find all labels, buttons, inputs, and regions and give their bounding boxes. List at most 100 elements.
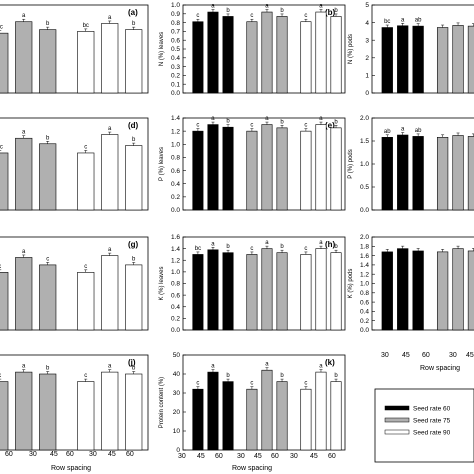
panel-e-p-leaves: 0.0 0.2 0.4 0.6 0.8 1.0 1.2 1.4 P (%) leaves (e) c…: [159, 115, 346, 214]
bar: [15, 371, 33, 451]
panel-g: (g) c a c c a b: [0, 236, 149, 331]
bar: [261, 369, 273, 451]
y-tick-label: 1.2: [360, 271, 369, 278]
y-tick-label: 0.4: [360, 309, 369, 316]
bar: [222, 381, 234, 451]
x-tick-label: 30: [89, 451, 97, 458]
legend-box: [374, 388, 474, 463]
significance-letter: b: [46, 135, 50, 141]
x-tick-label: 45: [466, 352, 474, 359]
bar: [77, 152, 95, 211]
legend: Seed rate 60 Seed rate 75 Seed rate 90: [374, 388, 474, 463]
significance-letter: a: [211, 116, 215, 122]
bar: [261, 248, 273, 331]
x-tick-label: 60: [126, 451, 134, 458]
y-tick-label: 1.4: [171, 115, 180, 122]
x-tick-label: 45: [108, 451, 116, 458]
x-tick-label: 60: [328, 453, 336, 460]
significance-letter: b: [46, 366, 50, 372]
y-tick-label: 1.6: [360, 253, 369, 260]
significance-letter: b: [334, 373, 338, 379]
significance-letter: bc: [195, 246, 201, 252]
y-tick-label: 0.0: [171, 90, 180, 97]
significance-letter: b: [132, 366, 136, 372]
y-tick-label: 1.4: [360, 262, 369, 269]
bar: [276, 381, 288, 451]
bar: [452, 25, 464, 94]
panel-label: (j): [128, 358, 136, 367]
significance-letter: c: [196, 123, 199, 129]
bar: [315, 371, 327, 451]
significance-letter: a: [108, 247, 112, 253]
y-tick-label: 0.8: [360, 290, 369, 297]
significance-letter: a: [211, 4, 215, 10]
panel-label: (e): [325, 121, 335, 130]
legend-label: Seed rate 60: [413, 406, 451, 413]
bar: [246, 388, 258, 451]
significance-letter: a: [319, 4, 323, 10]
bar: [125, 29, 143, 94]
significance-letter: a: [22, 13, 26, 19]
y-tick-label: 0.3: [171, 64, 180, 71]
bar: [192, 254, 204, 331]
significance-letter: a: [108, 15, 112, 21]
bar: [0, 32, 9, 94]
y-tick-label: 1.0: [171, 2, 180, 9]
y-tick-label: 0.8: [171, 155, 180, 162]
bar: [39, 143, 57, 211]
significance-letter: c: [250, 381, 253, 387]
bar: [15, 21, 33, 94]
y-tick-label: 0.5: [171, 46, 180, 53]
y-tick-label: 0: [365, 90, 369, 97]
bar: [467, 136, 474, 211]
y-tick-label: 1.0: [171, 269, 180, 276]
y-tick-label: 0: [176, 447, 180, 454]
significance-letter: b: [280, 244, 284, 250]
x-tick-label: 60: [215, 453, 223, 460]
bar: [381, 137, 393, 211]
y-axis-label: P (%) leaves: [159, 147, 165, 181]
y-axis-label: P (%) pods: [348, 149, 354, 179]
bar: [436, 251, 449, 331]
panel-label: (h): [325, 240, 336, 249]
bar: [276, 16, 288, 94]
y-tick-label: 1.6: [171, 234, 180, 241]
bar: [381, 27, 393, 94]
significance-letter: b: [226, 119, 230, 125]
bar: [261, 11, 273, 94]
y-tick-label: 0.8: [171, 281, 180, 288]
y-tick-label: 0.6: [171, 292, 180, 299]
significance-letter: b: [226, 8, 230, 14]
bar: [0, 272, 9, 331]
bar: [436, 137, 449, 211]
bar: [261, 124, 273, 211]
x-tick-label: 45: [310, 453, 318, 460]
y-tick-label: 0.0: [171, 327, 180, 334]
bar: [77, 31, 95, 94]
y-tick-label: 0.8: [171, 20, 180, 27]
y-tick-label: 50: [173, 352, 181, 359]
panel-label: (k): [325, 358, 335, 367]
x-tick-label: 30: [29, 451, 37, 458]
significance-letter: c: [250, 13, 253, 19]
y-tick-label: 0.5: [360, 184, 369, 191]
x-ticks-middle: 30 45 60 30 45 60 30 45 60 Row spacing: [178, 453, 336, 472]
panel-label: (a): [128, 8, 138, 17]
y-tick-label: 0.9: [171, 11, 180, 18]
y-tick-label: 30: [173, 390, 181, 397]
significance-letter: c: [0, 264, 1, 270]
x-axis-title-middle: Row spacing: [232, 465, 272, 472]
significance-letter: c: [84, 144, 87, 150]
significance-letter: c: [196, 381, 199, 387]
y-axis-label: N (%) pods: [348, 34, 354, 64]
significance-letter: b: [334, 8, 338, 14]
bar: [246, 254, 258, 331]
significance-letter: a: [265, 362, 269, 368]
significance-letter: c: [46, 256, 49, 262]
x-tick-label: 30: [449, 352, 457, 359]
significance-letter: a: [401, 17, 405, 23]
significance-letter: a: [211, 241, 215, 247]
panel-label: (d): [128, 121, 139, 130]
significance-letter: b: [280, 8, 284, 14]
panel-c-n-pods: 0 1 2 3 4 5 N (%) pods bc a ab: [348, 2, 474, 97]
